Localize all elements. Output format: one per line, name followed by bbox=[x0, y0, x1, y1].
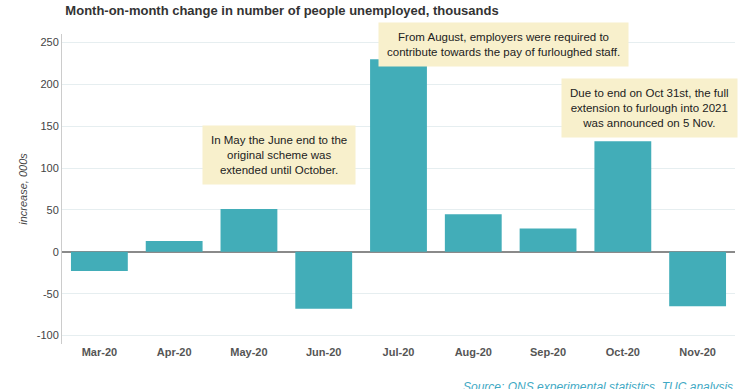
svg-text:150: 150 bbox=[40, 120, 58, 132]
svg-text:250: 250 bbox=[40, 36, 58, 48]
svg-text:increase, 000s: increase, 000s bbox=[17, 153, 29, 225]
svg-text:Apr-20: Apr-20 bbox=[157, 346, 192, 358]
svg-text:Sep-20: Sep-20 bbox=[530, 346, 566, 358]
svg-text:Jul-20: Jul-20 bbox=[383, 346, 415, 358]
svg-text:50: 50 bbox=[47, 204, 59, 216]
svg-text:Month-on-month change in numbe: Month-on-month change in number of peopl… bbox=[65, 3, 498, 18]
svg-text:From August, employers were re: From August, employers were required toc… bbox=[387, 31, 620, 58]
svg-text:Jun-20: Jun-20 bbox=[306, 346, 341, 358]
svg-text:200: 200 bbox=[40, 78, 58, 90]
svg-text:-50: -50 bbox=[43, 288, 59, 300]
svg-text:Oct-20: Oct-20 bbox=[606, 346, 640, 358]
svg-text:May-20: May-20 bbox=[230, 346, 267, 358]
svg-text:100: 100 bbox=[40, 162, 58, 174]
svg-text:Source: ONS experimental stati: Source: ONS experimental statistics, TUC… bbox=[463, 380, 733, 389]
svg-text:-100: -100 bbox=[37, 329, 59, 341]
svg-text:Aug-20: Aug-20 bbox=[455, 346, 492, 358]
svg-text:In May the June end to theorig: In May the June end to theoriginal schem… bbox=[211, 134, 347, 176]
svg-text:Mar-20: Mar-20 bbox=[82, 346, 117, 358]
svg-text:0: 0 bbox=[53, 246, 59, 258]
svg-text:Due to end on Oct 31st, the fu: Due to end on Oct 31st, the fullextensio… bbox=[570, 87, 729, 129]
svg-text:Nov-20: Nov-20 bbox=[679, 346, 716, 358]
